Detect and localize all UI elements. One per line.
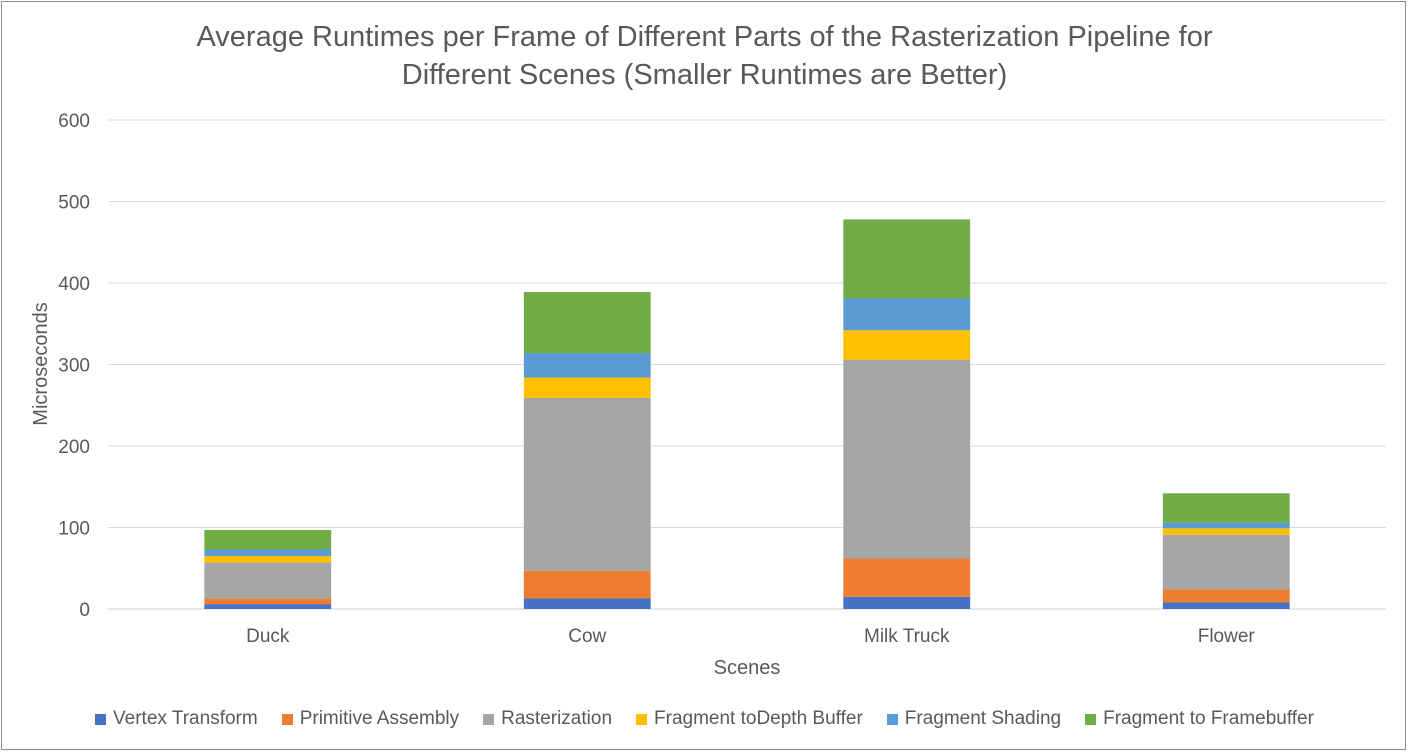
bar-stack: [1162, 493, 1290, 609]
bar-segment: [523, 570, 651, 599]
bar-segment: [843, 359, 971, 559]
bar-segment: [1162, 589, 1290, 603]
bar-segment: [523, 353, 651, 378]
y-tick-label: 600: [58, 111, 90, 132]
y-tick-label: 100: [58, 519, 90, 540]
legend-swatch: [95, 713, 107, 725]
stacked-bar-chart: 0 100 200 300 400 500 600 Duck Cow Milk Truck Flo…: [30, 111, 1386, 679]
legend-item: Fragment Shading: [886, 708, 1062, 730]
legend-label: Rasterization: [501, 708, 613, 729]
bar-stacks: [204, 219, 1290, 609]
chart-title-line-1: Average Runtimes per Frame of Different …: [196, 21, 1213, 53]
x-tick-label: Milk Truck: [864, 626, 950, 647]
bar-segment: [1162, 602, 1290, 609]
y-tick-label: 200: [58, 437, 90, 458]
bar-segment: [204, 562, 332, 599]
bar-segment: [843, 330, 971, 360]
legend-swatch: [281, 713, 293, 725]
x-tick-label: Cow: [568, 626, 606, 647]
bar-segment: [1162, 534, 1290, 590]
chart-title-line-2: Different Scenes (Smaller Runtimes are B…: [401, 59, 1008, 91]
legend-swatch: [1085, 713, 1097, 725]
y-tick-labels: 0 100 200 300 400 500 600: [58, 111, 90, 621]
legend-label: Vertex Transform: [113, 708, 258, 729]
x-tick-label: Duck: [246, 626, 290, 647]
legend-label: Fragment Shading: [904, 708, 1062, 729]
bar-segment: [523, 397, 651, 571]
legend-label: Fragment to Framebuffer: [1103, 708, 1314, 729]
bar-segment: [843, 558, 971, 597]
bar-segment: [204, 598, 332, 605]
bar-segment: [523, 598, 651, 609]
x-tick-labels: Duck Cow Milk Truck Flower: [246, 626, 1255, 647]
y-tick-label: 400: [58, 274, 90, 295]
bar-segment: [204, 549, 332, 557]
bar-segment: [523, 377, 651, 398]
x-tick-label: Flower: [1198, 626, 1256, 647]
bar-segment: [204, 556, 332, 563]
legend-item: Fragment toDepth Buffer: [636, 708, 863, 730]
legend-label: Primitive Assembly: [299, 708, 460, 729]
y-tick-label: 300: [58, 356, 90, 377]
legend-item: Rasterization: [483, 708, 612, 730]
bar-segment: [523, 291, 651, 354]
chart-legend: Vertex Transform Primitive Assembly Raster…: [0, 708, 1409, 730]
legend-swatch: [636, 713, 648, 725]
legend-item: Primitive Assembly: [281, 708, 460, 730]
x-axis-label: Scenes: [714, 657, 781, 679]
bar-segment: [843, 219, 971, 299]
bar-stack: [204, 529, 332, 609]
y-axis-label: Microseconds: [30, 302, 52, 425]
legend-swatch: [483, 713, 495, 725]
chart-title: Average Runtimes per Frame of Different …: [0, 18, 1409, 94]
bar-segment: [1162, 528, 1290, 535]
bar-segment: [204, 604, 332, 609]
legend-label: Fragment toDepth Buffer: [654, 708, 863, 729]
bar-stack: [843, 219, 971, 609]
y-tick-label: 0: [79, 600, 90, 621]
legend-swatch: [886, 713, 898, 725]
bar-segment: [1162, 493, 1290, 523]
bar-segment: [843, 298, 971, 331]
legend-item: Fragment to Framebuffer: [1085, 708, 1314, 730]
bar-segment: [204, 529, 332, 550]
legend-item: Vertex Transform: [95, 708, 258, 730]
bar-segment: [843, 596, 971, 609]
bar-stack: [523, 291, 651, 609]
y-tick-label: 500: [58, 193, 90, 214]
bar-segment: [1162, 522, 1290, 529]
